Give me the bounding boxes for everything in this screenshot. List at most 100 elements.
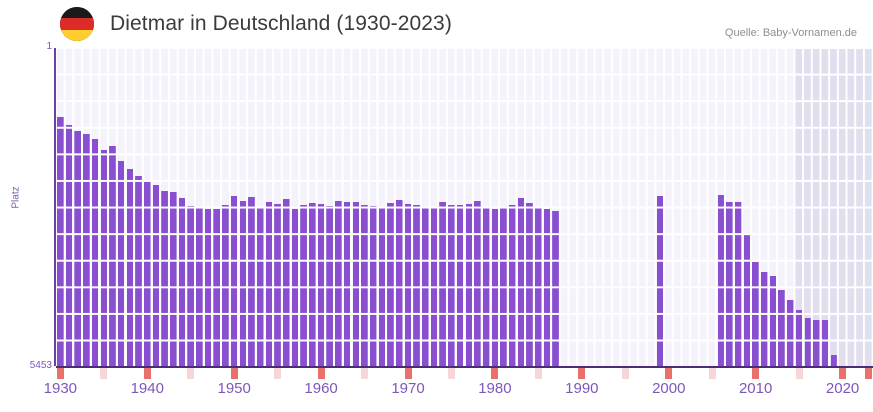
bar bbox=[187, 206, 194, 366]
bar bbox=[804, 318, 812, 366]
x-axis-ticks bbox=[56, 368, 873, 380]
x-axis-tick-label: 1980 bbox=[478, 380, 512, 397]
bar bbox=[482, 207, 490, 366]
bar bbox=[222, 205, 229, 366]
bar bbox=[239, 201, 247, 366]
x-axis-tick bbox=[447, 368, 455, 379]
bar bbox=[491, 209, 499, 366]
bar bbox=[465, 204, 473, 366]
y-axis-title: Platz bbox=[10, 186, 22, 209]
x-axis-tick bbox=[404, 368, 412, 379]
bar bbox=[404, 204, 412, 366]
bar bbox=[448, 205, 455, 366]
x-axis-tick bbox=[143, 368, 151, 379]
x-axis-tick bbox=[361, 368, 369, 379]
x-axis-tick bbox=[534, 368, 542, 379]
german-flag-icon bbox=[60, 7, 94, 41]
bar bbox=[752, 262, 759, 366]
bar bbox=[778, 290, 786, 366]
bar bbox=[117, 161, 125, 366]
bar bbox=[439, 202, 447, 366]
bar bbox=[291, 209, 299, 366]
flag-band-red bbox=[60, 18, 94, 30]
bar bbox=[326, 206, 334, 366]
x-axis-tick bbox=[621, 368, 629, 379]
x-axis-tick-label: 1940 bbox=[130, 380, 164, 397]
bar bbox=[317, 204, 325, 366]
x-axis-tick bbox=[274, 368, 282, 379]
bar bbox=[335, 201, 342, 366]
y-axis-line bbox=[54, 48, 56, 366]
bar bbox=[821, 320, 829, 366]
x-axis-tick bbox=[491, 368, 499, 379]
x-axis-tick-label: 1960 bbox=[304, 380, 338, 397]
x-axis-tick bbox=[752, 368, 760, 379]
x-axis-tick-label: 1950 bbox=[217, 380, 251, 397]
bar bbox=[178, 198, 186, 366]
x-axis-tick-label: 2000 bbox=[652, 380, 686, 397]
flag-band-black bbox=[60, 7, 94, 19]
x-axis-line bbox=[56, 366, 873, 368]
bar bbox=[152, 185, 160, 366]
bar bbox=[761, 272, 768, 366]
bar bbox=[795, 310, 803, 366]
bar bbox=[83, 134, 90, 366]
source-attribution: Quelle: Baby-Vornamen.de bbox=[724, 27, 857, 39]
bar bbox=[456, 205, 464, 366]
bar bbox=[552, 211, 560, 366]
bar bbox=[509, 205, 516, 366]
bar bbox=[787, 300, 794, 366]
bar bbox=[265, 202, 273, 366]
bar bbox=[526, 203, 533, 366]
bar bbox=[204, 209, 212, 366]
bar bbox=[109, 146, 116, 366]
x-axis-tick bbox=[665, 368, 673, 379]
x-axis-tick-label: 1930 bbox=[43, 380, 78, 397]
bar bbox=[135, 176, 142, 366]
bar bbox=[656, 196, 664, 366]
bar bbox=[396, 200, 403, 366]
bar bbox=[474, 201, 481, 366]
bar bbox=[500, 208, 507, 366]
bar bbox=[769, 276, 777, 366]
x-axis-tick bbox=[230, 368, 238, 379]
plot-area bbox=[56, 48, 873, 366]
bar bbox=[283, 199, 290, 366]
bar bbox=[256, 207, 264, 366]
bar bbox=[430, 207, 438, 366]
bar bbox=[74, 131, 82, 366]
x-axis-tick bbox=[100, 368, 108, 379]
x-axis-tick bbox=[708, 368, 716, 379]
bar bbox=[813, 320, 820, 366]
chart-header: Dietmar in Deutschland (1930-2023) Quell… bbox=[0, 0, 873, 46]
x-axis-tick bbox=[56, 368, 64, 379]
bar bbox=[91, 139, 99, 366]
bar bbox=[413, 205, 420, 366]
x-axis-tick-label: 2010 bbox=[738, 380, 773, 397]
bar-series bbox=[56, 48, 873, 366]
bar bbox=[361, 205, 368, 366]
x-axis-tick bbox=[839, 368, 847, 379]
x-axis-tick bbox=[317, 368, 325, 379]
x-axis-tick bbox=[578, 368, 586, 379]
bar bbox=[726, 202, 733, 366]
bar bbox=[387, 203, 394, 366]
bar bbox=[830, 355, 838, 366]
bar bbox=[543, 209, 551, 366]
y-axis-top-tick-label: 1 bbox=[46, 41, 52, 52]
bar bbox=[196, 208, 203, 366]
bar bbox=[126, 169, 134, 366]
x-axis-tick-label: 2020 bbox=[825, 380, 860, 397]
x-axis-tick bbox=[865, 368, 873, 379]
page-title: Dietmar in Deutschland (1930-2023) bbox=[110, 12, 452, 35]
flag-band-gold bbox=[60, 29, 94, 41]
bar bbox=[422, 208, 429, 366]
bar bbox=[274, 204, 281, 366]
x-axis-labels: 1930 1940 1950 1960 1970 1980 1990 2000 2010 2020 bbox=[44, 380, 873, 406]
bar bbox=[535, 207, 542, 366]
x-axis-tick-label: 1970 bbox=[391, 380, 425, 397]
bar bbox=[734, 202, 742, 366]
x-axis-tick bbox=[187, 368, 195, 379]
bar bbox=[170, 192, 177, 366]
